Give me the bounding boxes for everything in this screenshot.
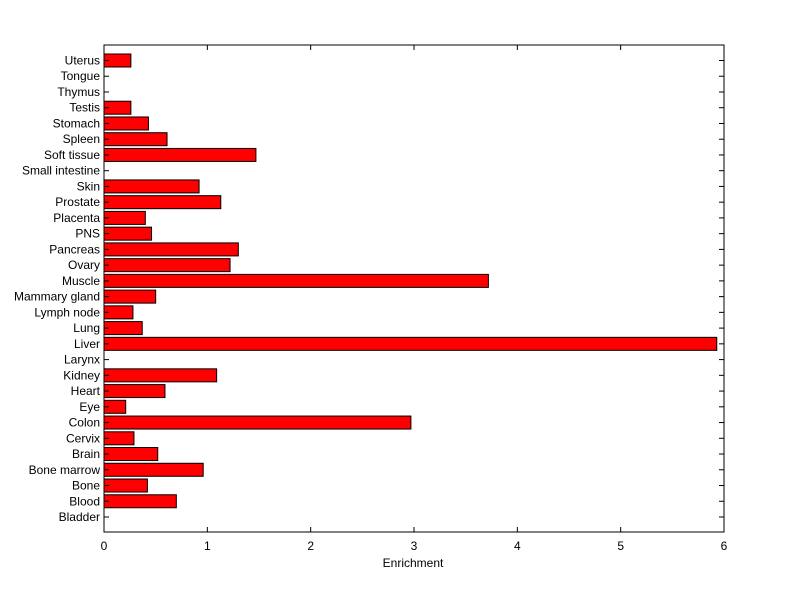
y-tick-label: Small intestine	[22, 164, 100, 178]
bar-liver	[103, 336, 718, 351]
y-tick-label: Lymph node	[34, 305, 100, 319]
y-tick-label: PNS	[75, 227, 100, 241]
y-tick-label: Kidney	[63, 368, 100, 382]
y-tick-label: Pancreas	[49, 242, 100, 256]
y-tick-label: Soft tissue	[44, 148, 100, 162]
y-tick-label: Cervix	[66, 431, 100, 445]
y-tick-label: Bone	[72, 479, 100, 493]
bar-ovary	[103, 258, 231, 273]
plot-frame	[103, 44, 725, 533]
y-tick-label: Colon	[69, 416, 100, 430]
y-tick-label: Skin	[77, 179, 100, 193]
x-tick-label: 4	[514, 539, 521, 553]
y-tick-label: Muscle	[62, 274, 100, 288]
bar-placenta	[103, 210, 146, 225]
y-tick-label: Tongue	[61, 69, 101, 83]
y-tick-label: Testis	[69, 101, 100, 115]
bar-heart	[103, 384, 166, 399]
bar-stomach	[103, 116, 149, 131]
bar-bone	[103, 478, 148, 493]
y-tick-label: Liver	[74, 337, 100, 351]
y-tick-label: Placenta	[53, 211, 100, 225]
bar-mammary-gland	[103, 289, 157, 304]
y-tick-label: Stomach	[53, 116, 100, 130]
x-tick-label: 1	[204, 539, 211, 553]
x-tick-label: 3	[411, 539, 418, 553]
plot-area	[104, 45, 724, 532]
y-tick-label: Spleen	[63, 132, 100, 146]
bar-muscle	[103, 273, 489, 288]
bar-pns	[103, 226, 153, 241]
y-tick-label: Eye	[79, 400, 100, 414]
y-tick-label: Bladder	[59, 510, 100, 524]
y-tick-label: Ovary	[68, 258, 100, 272]
x-axis-label: Enrichment	[383, 556, 444, 570]
y-tick-label: Uterus	[65, 54, 100, 68]
bar-blood	[103, 494, 177, 509]
bar-skin	[103, 179, 200, 194]
y-tick-label: Brain	[72, 447, 100, 461]
y-tick-label: Lung	[73, 321, 100, 335]
y-tick-label: Mammary gland	[14, 290, 100, 304]
x-tick-label: 5	[617, 539, 624, 553]
y-tick-label: Bone marrow	[29, 463, 101, 477]
y-tick-label: Prostate	[55, 195, 100, 209]
bar-soft-tissue	[103, 147, 257, 162]
x-tick-label: 6	[721, 539, 728, 553]
y-tick-label: Thymus	[57, 85, 100, 99]
bar-brain	[103, 447, 159, 462]
y-tick-label: Heart	[71, 384, 101, 398]
bar-lung	[103, 321, 143, 336]
bar-bone-marrow	[103, 462, 204, 477]
x-tick-label: 0	[101, 539, 108, 553]
x-tick-label: 2	[307, 539, 314, 553]
bar-prostate	[103, 195, 222, 210]
y-tick-label: Blood	[69, 494, 100, 508]
bar-spleen	[103, 132, 168, 147]
bar-colon	[103, 415, 412, 430]
bar-pancreas	[103, 242, 239, 257]
y-tick-label: Larynx	[64, 353, 100, 367]
bar-kidney	[103, 368, 218, 383]
